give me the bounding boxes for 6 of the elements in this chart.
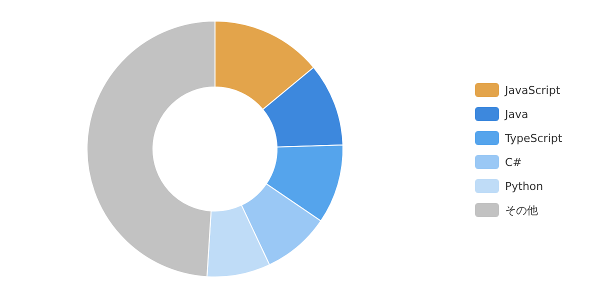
legend-label: その他	[505, 204, 538, 217]
legend-label: TypeScript	[504, 132, 563, 145]
legend-label: Java	[504, 108, 528, 121]
legend-label: JavaScript	[504, 84, 561, 97]
legend-label: C#	[505, 156, 522, 169]
legend-label: Python	[505, 180, 544, 193]
